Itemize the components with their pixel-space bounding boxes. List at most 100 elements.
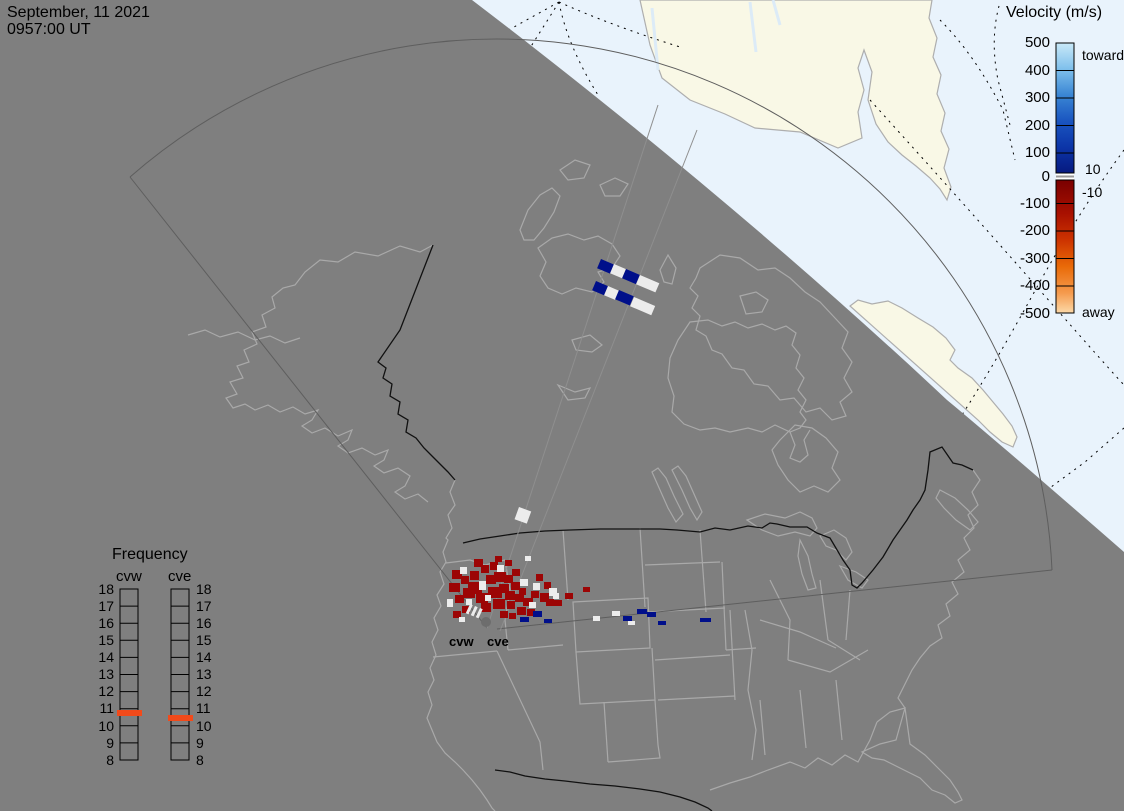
echo-cell [610, 264, 626, 279]
echo-cell [488, 587, 502, 598]
freq-tick-right: 13 [196, 666, 212, 682]
velocity-tick: -300 [1019, 250, 1050, 267]
echo-cell [593, 616, 600, 621]
echo-cell [514, 507, 532, 524]
echo-cell [465, 603, 473, 615]
upper-threshold-label: 10 [1085, 161, 1101, 177]
echo-cell [533, 611, 542, 617]
freq-tick-left: 15 [98, 632, 114, 648]
echo-cell [497, 565, 504, 572]
echo-cell [505, 591, 515, 600]
echo-cell [453, 611, 461, 618]
away-label: away [1082, 304, 1115, 320]
echo-cell [604, 285, 620, 300]
echo-cell [490, 562, 498, 570]
echo-cell [549, 588, 557, 596]
cvw-frequency-marker [117, 710, 142, 716]
velocity-tick: 100 [1024, 144, 1050, 161]
echo-cell [470, 571, 479, 580]
freq-tick-left: 18 [98, 581, 114, 597]
echo-cell [479, 581, 486, 590]
frequency-markers [117, 710, 193, 721]
frequency-bars [117, 588, 193, 761]
echo-cell [447, 599, 453, 607]
echo-cell [565, 593, 573, 599]
echo-cell [475, 608, 483, 619]
echo-cell [630, 296, 656, 316]
echo-cell [612, 611, 620, 616]
frequency-legend-title: Frequency [112, 546, 188, 563]
echo-cell [531, 591, 539, 598]
echo-cell [481, 565, 489, 573]
echo-cell [615, 290, 634, 306]
echo-cell [597, 259, 614, 274]
velocity-tick: 0 [1041, 168, 1050, 185]
echo-cell [517, 607, 526, 615]
velocity-tick: -100 [1019, 195, 1050, 212]
freq-tick-right: 15 [196, 632, 212, 648]
echo-cell [494, 572, 506, 582]
echo-cell [515, 594, 524, 602]
velocity-tick: 200 [1024, 117, 1050, 134]
velocity-tick: 400 [1024, 62, 1050, 79]
freq-tick-left: 10 [98, 718, 114, 734]
freq-tick-right: 16 [196, 615, 212, 631]
echo-cell [525, 556, 531, 561]
time-label: 0957:00 UT [7, 21, 91, 38]
echo-cell [527, 609, 535, 616]
radar-site-label-cve: cve [487, 634, 509, 649]
echo-cell [520, 579, 528, 586]
echo-cell [462, 606, 470, 613]
echo-cell [449, 583, 460, 592]
echo-cell [519, 588, 526, 595]
echo-cell [520, 617, 529, 622]
echo-cell [636, 275, 660, 293]
echo-cell [499, 584, 509, 593]
freq-tick-left: 12 [98, 683, 114, 699]
echo-cell [628, 621, 635, 625]
beam-corridor-lines [486, 104, 698, 632]
freq-tick-left: 16 [98, 615, 114, 631]
echo-cell [529, 602, 536, 608]
freq-tick-right: 11 [196, 700, 211, 716]
echo-cell [474, 559, 483, 567]
toward-label: toward [1082, 47, 1124, 63]
echo-cell [460, 567, 467, 574]
echo-cell [512, 569, 520, 576]
freq-tick-left: 14 [98, 649, 114, 665]
echo-cell [504, 575, 513, 583]
echo-cell [493, 599, 505, 609]
echo-cell [505, 560, 512, 566]
freq-tick-left: 13 [98, 666, 114, 682]
lower-threshold-label: -10 [1082, 184, 1103, 200]
echo-cell [536, 574, 543, 581]
echo-cell [481, 603, 491, 612]
echo-cell [455, 595, 464, 603]
frequency-col-cvw: cvw [116, 568, 142, 585]
freq-tick-right: 8 [196, 752, 204, 768]
echo-cell [622, 269, 640, 285]
echo-cell [485, 595, 491, 601]
echo-cell [592, 281, 608, 296]
echo-cell [554, 600, 562, 606]
echo-cell [500, 611, 508, 618]
echo-cell [507, 601, 515, 609]
freq-tick-left: 8 [106, 752, 114, 768]
echo-cell [470, 606, 478, 617]
velocity-tick: 500 [1024, 34, 1050, 51]
velocity-colorbar [1055, 42, 1075, 314]
velocity-tick: -500 [1019, 305, 1050, 322]
echo-cell [523, 598, 533, 606]
echo-cell [486, 575, 496, 584]
date-label: September, 11 2021 [7, 4, 150, 21]
freq-tick-right: 17 [196, 598, 212, 614]
freq-tick-right: 18 [196, 581, 212, 597]
echo-cell [452, 570, 462, 579]
freq-tick-right: 12 [196, 683, 212, 699]
freq-tick-left: 9 [106, 735, 114, 751]
echo-cell [647, 612, 656, 617]
echo-cell [658, 621, 666, 625]
echo-cell [509, 613, 516, 619]
